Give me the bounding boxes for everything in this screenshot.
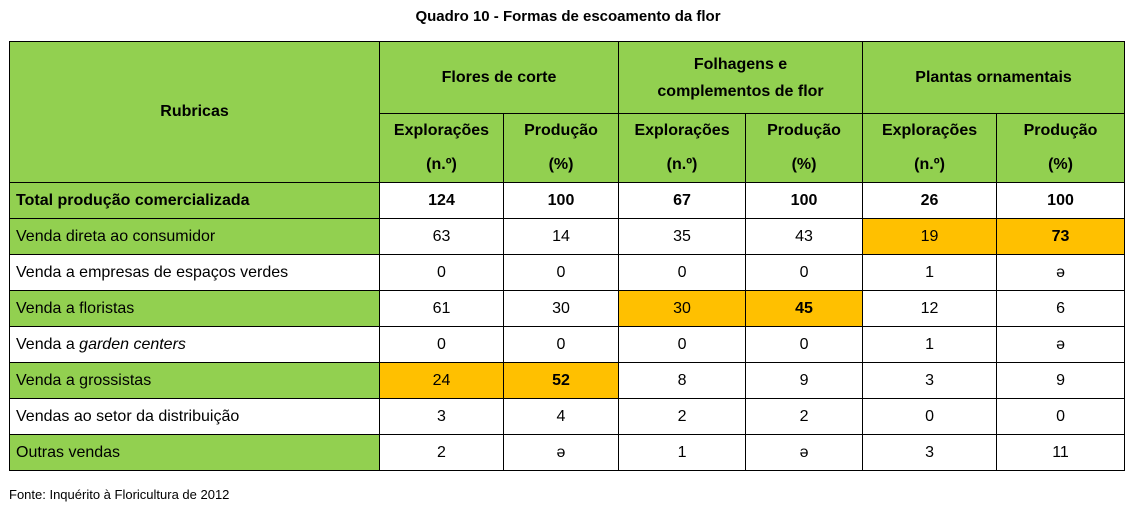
subheader-exploracoes-line1: Explorações (881, 122, 978, 139)
row-label-italic: garden centers (79, 335, 186, 353)
table-cell-highlighted: 30 (618, 290, 747, 327)
table-cell-highlighted: 19 (862, 218, 998, 255)
table-cell: 100 (502, 182, 620, 219)
row-label: Venda a floristas (9, 290, 380, 327)
table-cell: 1 (618, 434, 747, 471)
table-cell: 9 (745, 362, 864, 399)
table-cell: ə (502, 434, 620, 471)
table-row: Venda a garden centers 0 0 0 0 1 ə (9, 326, 1126, 363)
subheader-exploracoes-line1: Explorações (634, 122, 730, 139)
table-cell: 6 (996, 290, 1126, 327)
subheader-producao-line1: Produção (524, 122, 598, 139)
table-cell: 3 (379, 398, 504, 435)
table-cell: 9 (996, 362, 1126, 399)
table-cell: ə (996, 326, 1126, 363)
row-label: Outras vendas (9, 434, 380, 471)
row-label: Venda a garden centers (9, 326, 380, 363)
table-cell: 0 (618, 326, 747, 363)
table-cell: 0 (745, 326, 864, 363)
subheader-exploracoes-line1: Explorações (393, 122, 490, 139)
table-cell-highlighted: 24 (379, 362, 504, 399)
row-label: Venda a grossistas (9, 362, 380, 399)
table-cell: 0 (618, 254, 747, 291)
table-cell: 0 (745, 254, 864, 291)
subheader-producao: Produção (%) (996, 113, 1126, 183)
table-cell: 0 (862, 398, 998, 435)
subheader-producao-line1: Produção (1023, 122, 1098, 139)
table-row: Outras vendas 2 ə 1 ə 3 11 (9, 434, 1126, 471)
table-cell: 0 (379, 326, 504, 363)
table-cell-highlighted: 45 (745, 290, 864, 327)
table-cell: ə (996, 254, 1126, 291)
subheader-producao-line2: (%) (548, 156, 574, 173)
table-cell: 3 (862, 362, 998, 399)
source-note: Fonte: Inquérito à Floricultura de 2012 (9, 487, 230, 502)
row-label: Total produção comercializada (9, 182, 380, 219)
table-cell: 61 (379, 290, 504, 327)
table-row: Vendas ao setor da distribuição 3 4 2 2 … (9, 398, 1126, 435)
table-title: Quadro 10 - Formas de escoamento da flor (415, 8, 721, 25)
table-cell: 14 (502, 218, 620, 255)
table-cell: 4 (502, 398, 620, 435)
table-cell: 0 (502, 254, 620, 291)
table-cell: 8 (618, 362, 747, 399)
table-row: Venda a floristas 61 30 30 45 12 6 (9, 290, 1126, 327)
row-label: Venda a empresas de espaços verdes (9, 254, 380, 291)
subheader-producao: Produção (%) (502, 113, 620, 183)
table-cell: 0 (379, 254, 504, 291)
subheader-exploracoes: Explorações (n.º) (618, 113, 747, 183)
table-cell: 100 (745, 182, 864, 219)
table-cell: 0 (502, 326, 620, 363)
subheader-producao: Produção (%) (745, 113, 864, 183)
table-cell: 0 (996, 398, 1126, 435)
table-cell: 35 (618, 218, 747, 255)
row-label-prefix: Venda a (16, 335, 80, 353)
row-label: Venda direta ao consumidor (9, 218, 380, 255)
table-cell: 43 (745, 218, 864, 255)
header-group-flores-de-corte: Flores de corte (378, 41, 620, 114)
table-cell: 2 (618, 398, 747, 435)
table-cell: 1 (862, 326, 998, 363)
table-row: Venda direta ao consumidor 63 14 35 43 1… (9, 218, 1126, 255)
subheader-exploracoes-line2: (n.º) (666, 156, 698, 173)
table-row: Venda a empresas de espaços verdes 0 0 0… (9, 254, 1126, 291)
table-cell: 1 (862, 254, 998, 291)
table-row: Total produção comercializada 124 100 67… (9, 182, 1126, 219)
table-cell: 30 (502, 290, 620, 327)
table-cell: 100 (996, 182, 1126, 219)
table-cell: 3 (862, 434, 998, 471)
header-group-folhagens: Folhagens e complementos de flor (618, 41, 864, 114)
table-cell-highlighted: 52 (502, 362, 620, 399)
row-label: Vendas ao setor da distribuição (9, 398, 380, 435)
subheader-exploracoes-line2: (n.º) (426, 156, 457, 173)
table-cell: ə (745, 434, 864, 471)
table-cell: 63 (379, 218, 504, 255)
table-row: Venda a grossistas 24 52 8 9 3 9 (9, 362, 1126, 399)
table-cell: 11 (996, 434, 1126, 471)
table-cell: 2 (379, 434, 504, 471)
table-cell: 12 (862, 290, 998, 327)
table-cell-highlighted: 73 (996, 218, 1126, 255)
table-cell: 67 (618, 182, 747, 219)
subheader-producao-line2: (%) (1048, 156, 1073, 173)
subheader-exploracoes-line2: (n.º) (914, 156, 945, 173)
table-cell: 2 (745, 398, 864, 435)
subheader-exploracoes: Explorações (n.º) (862, 113, 998, 183)
data-table: Rubricas Flores de corte Folhagens e com… (9, 41, 1126, 471)
table-cell: 26 (862, 182, 998, 219)
subheader-exploracoes: Explorações (n.º) (379, 113, 504, 183)
subheader-producao-line1: Produção (767, 122, 841, 139)
header-group-plantas-ornamentais: Plantas ornamentais (862, 41, 1126, 114)
header-rubricas: Rubricas (9, 41, 380, 183)
table-cell: 124 (379, 182, 504, 219)
subheader-producao-line2: (%) (791, 156, 817, 173)
header-group-folhagens-text: Folhagens e complementos de flor (657, 55, 824, 100)
